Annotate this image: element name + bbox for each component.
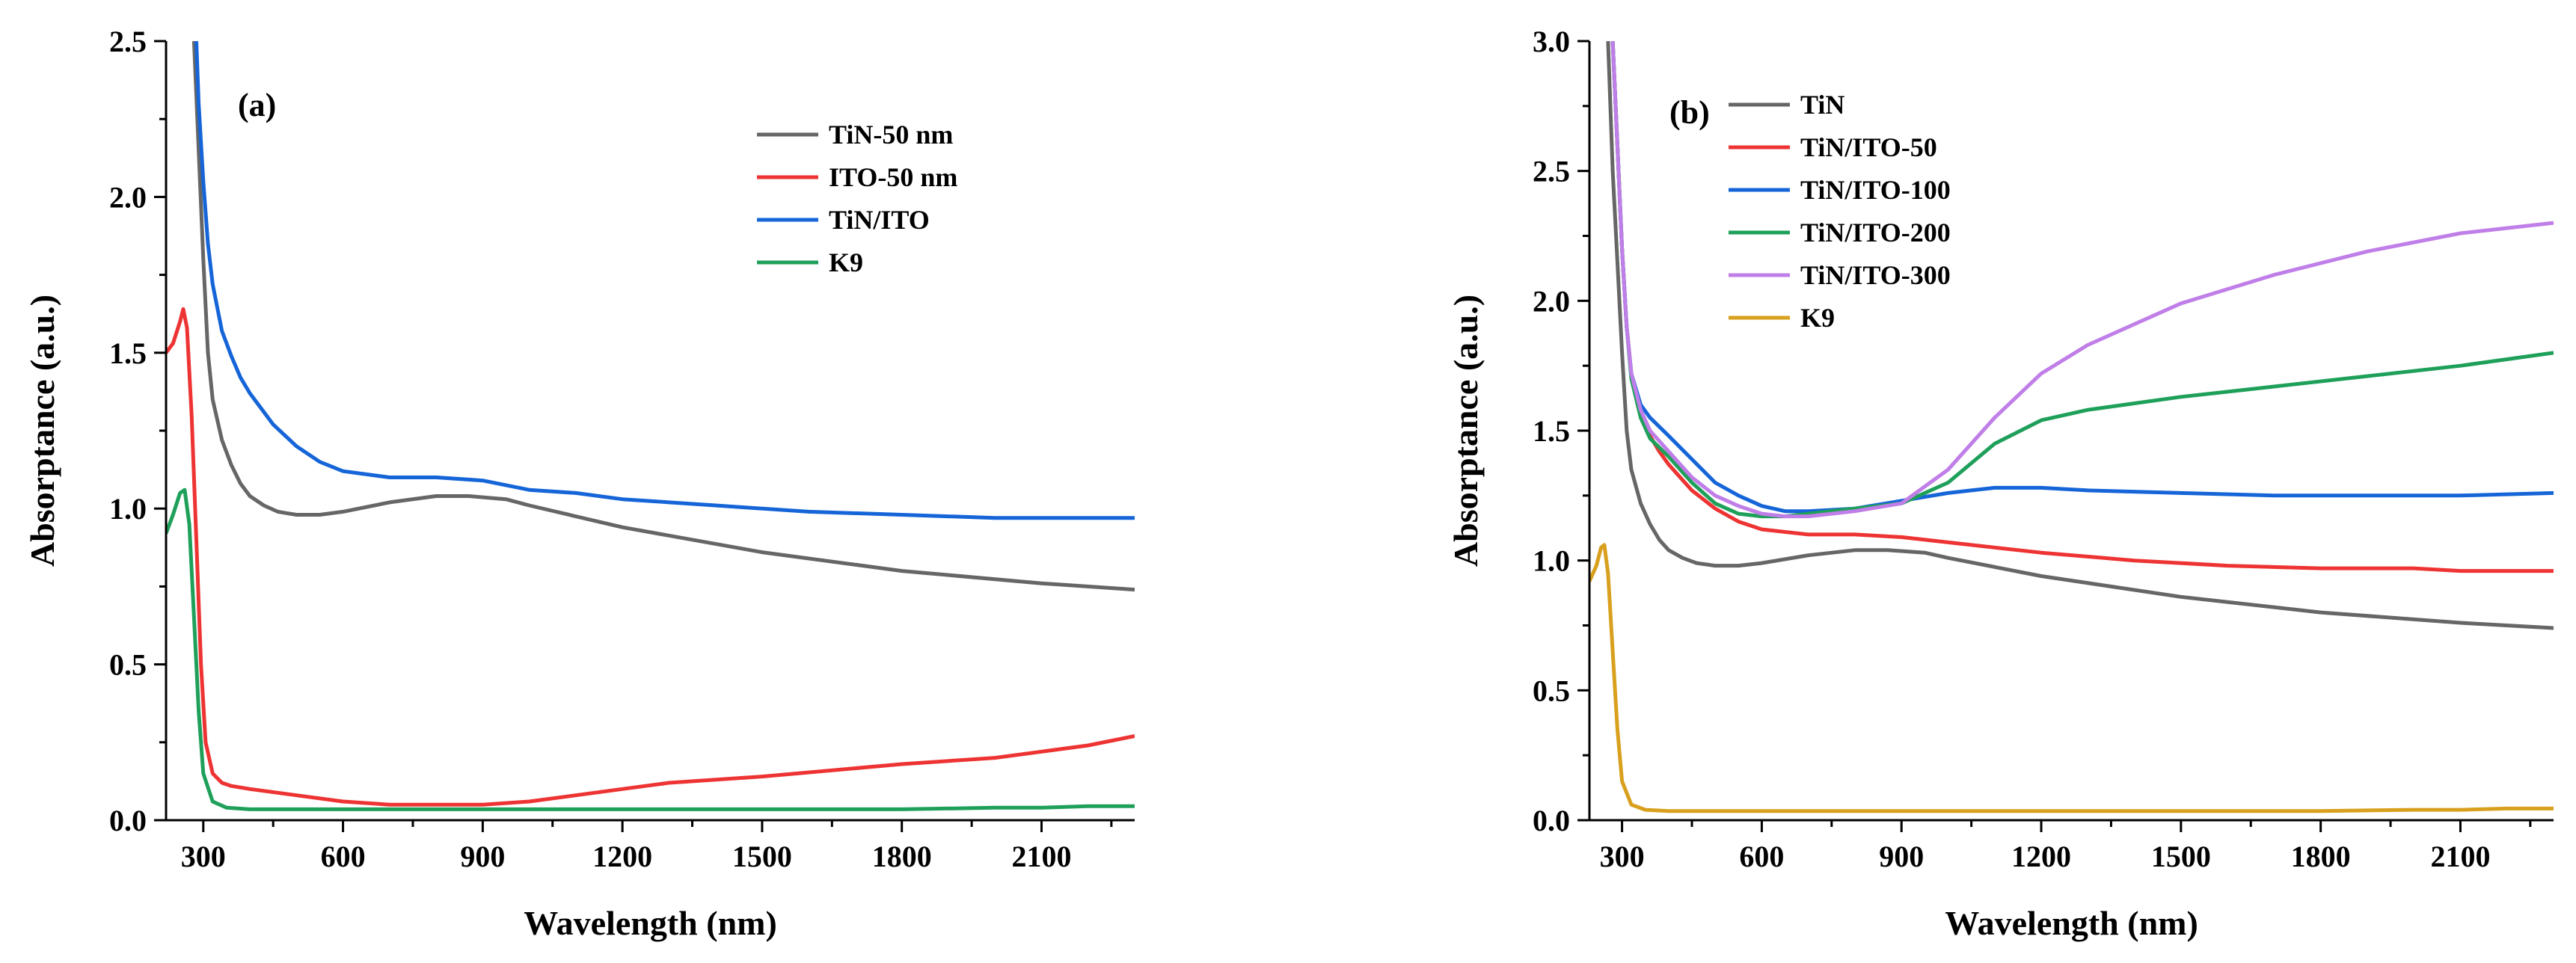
x-tick-label: 600 bbox=[321, 840, 366, 873]
legend-label-tin: TiN bbox=[1800, 90, 1844, 120]
x-tick-label: 600 bbox=[1739, 840, 1784, 873]
series-line-tin bbox=[1606, 41, 2554, 630]
legend-label-tin-50-nm: TiN-50 nm bbox=[829, 120, 953, 150]
y-axis-title: Absorptance (a.u.) bbox=[23, 295, 61, 567]
chart-panel-b: 300 600 900 1200 1500 1800 2100 0.0 0.5 1.0 1.5 2.0… bbox=[1447, 25, 2554, 942]
legend-label-k9: K9 bbox=[829, 247, 863, 277]
x-tick-label: 300 bbox=[1600, 840, 1645, 873]
x-tick-label: 1800 bbox=[872, 840, 932, 873]
series-line-tin-ito-200 bbox=[1610, 41, 2554, 519]
legend-label-tin-ito-200: TiN/ITO-200 bbox=[1800, 218, 1951, 247]
x-tick-label: 1500 bbox=[732, 840, 792, 873]
y-tick-label: 2.0 bbox=[1533, 284, 1570, 318]
y-tick-label: 0.0 bbox=[109, 804, 147, 837]
y-tick-label: 0.5 bbox=[109, 648, 147, 682]
legend-label-tin-ito: TiN/ITO bbox=[829, 205, 930, 235]
x-tick-label: 1200 bbox=[592, 840, 652, 873]
legend: TiN TiN/ITO-50 TiN/ITO-100 TiN/ITO-200 TiN/I… bbox=[1729, 90, 1951, 333]
legend: TiN-50 nm ITO-50 nm TiN/ITO K9 bbox=[757, 120, 957, 277]
series-line-k9 bbox=[1589, 543, 2554, 813]
legend-label-tin-ito-300: TiN/ITO-300 bbox=[1800, 260, 1951, 290]
legend-label-k9: K9 bbox=[1800, 303, 1835, 333]
x-tick-label: 900 bbox=[1879, 840, 1924, 873]
y-tick-label: 0.0 bbox=[1533, 804, 1570, 837]
x-tick-label: 1200 bbox=[2011, 840, 2071, 873]
x-tick-label: 300 bbox=[181, 840, 226, 873]
x-tick-label: 900 bbox=[460, 840, 505, 873]
y-tick-label: 2.5 bbox=[109, 25, 147, 58]
x-tick-label: 2100 bbox=[2430, 840, 2490, 873]
y-tick-label: 1.0 bbox=[1533, 544, 1570, 578]
y-tick-label: 2.0 bbox=[109, 180, 147, 214]
series-line-tin-ito-300 bbox=[1610, 41, 2554, 519]
y-tick-label: 1.5 bbox=[109, 336, 147, 370]
y-tick-label: 1.0 bbox=[109, 492, 147, 526]
series-line-tin-50-nm bbox=[191, 41, 1135, 592]
chart-panel-a: 300 600 900 1200 1500 1800 2100 0.0 0.5 1.0 1.5 2.0… bbox=[23, 25, 1135, 942]
x-axis-title: Wavelength (nm) bbox=[524, 904, 777, 942]
y-axis-title: Absorptance (a.u.) bbox=[1447, 295, 1485, 567]
legend-label-tin-ito-100: TiN/ITO-100 bbox=[1800, 175, 1951, 205]
panel-label: (a) bbox=[238, 87, 276, 123]
y-tick-label: 2.5 bbox=[1533, 155, 1570, 188]
x-axis-title: Wavelength (nm) bbox=[1945, 904, 2198, 942]
y-tick-label: 0.5 bbox=[1533, 674, 1570, 707]
series-line-ito-50-nm bbox=[166, 307, 1135, 807]
x-tick-label: 2100 bbox=[1011, 840, 1071, 873]
legend-label-ito-50-nm: ITO-50 nm bbox=[829, 162, 957, 192]
y-tick-label: 3.0 bbox=[1533, 25, 1570, 58]
series-line-tin-ito bbox=[194, 41, 1135, 520]
legend-label-tin-ito-50: TiN/ITO-50 bbox=[1800, 132, 1937, 162]
y-tick-label: 1.5 bbox=[1533, 414, 1570, 448]
x-tick-label: 1800 bbox=[2291, 840, 2351, 873]
x-tick-label: 1500 bbox=[2151, 840, 2211, 873]
panel-label: (b) bbox=[1669, 94, 1710, 131]
series-line-k9 bbox=[166, 487, 1135, 811]
